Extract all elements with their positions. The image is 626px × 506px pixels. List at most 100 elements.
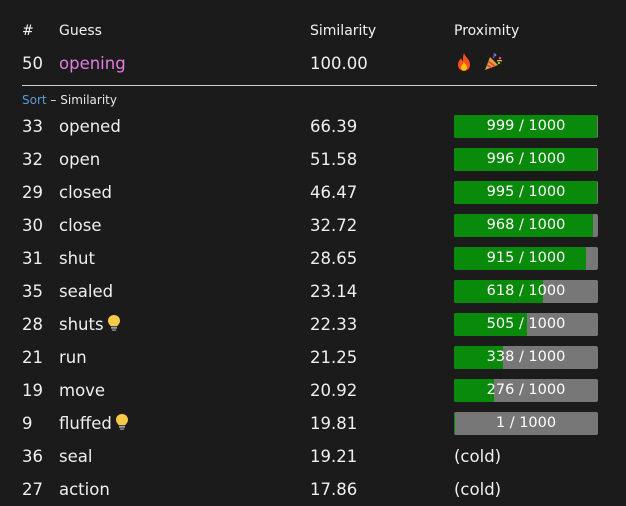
proximity-bar: 618 / 1000 [454,280,598,303]
latest-guess-row: 50 opening 100.00 [0,47,626,80]
proximity-bar: 1 / 1000 [454,412,598,435]
guess-word: open [59,150,100,169]
sort-line: Sort – Similarity [22,92,117,108]
guess-word: shut [59,249,95,268]
guess-word-cell: action [59,473,110,506]
result-icons [456,51,509,73]
guess-row: 31 shut 28.65 915 / 1000 [0,242,626,275]
header-similarity: Similarity [310,23,376,39]
guess-number: 21 [22,341,43,374]
proximity-bar: 338 / 1000 [454,346,598,369]
guess-word: sealed [59,282,113,301]
guess-similarity: 19.81 [310,407,357,440]
proximity-text: 1 / 1000 [454,412,598,435]
guess-word: shuts [59,315,104,334]
guess-number: 19 [22,374,43,407]
guess-number: 30 [22,209,43,242]
guess-word-cell: shut [59,242,95,275]
guess-word: opened [59,117,121,136]
guess-number: 27 [22,473,43,506]
guess-word: move [59,381,105,400]
proximity-bar: 276 / 1000 [454,379,598,402]
proximity-text: 996 / 1000 [454,148,598,171]
fire-icon [456,52,472,72]
guess-row: 30 close 32.72 968 / 1000 [0,209,626,242]
guess-number: 28 [22,308,43,341]
header-guess: Guess [59,23,102,39]
guess-word: closed [59,183,112,202]
guess-similarity: 20.92 [310,374,357,407]
header-proximity: Proximity [454,23,519,39]
proximity-bar: 996 / 1000 [454,148,598,171]
proximity-bar: 999 / 1000 [454,115,598,138]
proximity-cold: (cold) [454,473,501,506]
guess-similarity: 46.47 [310,176,357,209]
guess-number: 31 [22,242,43,275]
proximity-text: 276 / 1000 [454,379,598,402]
proximity-bar: 968 / 1000 [454,214,598,237]
guess-word: fluffed [59,414,112,433]
guess-row: 9 fluffed 19.81 1 / 1000 [0,407,626,440]
guess-row: 35 sealed 23.14 618 / 1000 [0,275,626,308]
sort-link[interactable]: Sort [22,93,47,107]
header-number: # [22,23,34,39]
guess-word: opening [59,47,126,80]
guess-word-cell: open [59,143,100,176]
guess-word: action [59,480,110,499]
guess-similarity: 28.65 [310,242,357,275]
guess-number: 33 [22,110,43,143]
sort-separator: – [47,93,61,107]
guess-similarity: 23.14 [310,275,357,308]
guess-number: 32 [22,143,43,176]
proximity-bar: 915 / 1000 [454,247,598,270]
guess-row: 33 opened 66.39 999 / 1000 [0,110,626,143]
guess-similarity: 32.72 [310,209,357,242]
guess-number: 35 [22,275,43,308]
guess-row: 19 move 20.92 276 / 1000 [0,374,626,407]
guess-row: 32 open 51.58 996 / 1000 [0,143,626,176]
proximity-text: 618 / 1000 [454,280,598,303]
guess-row: 21 run 21.25 338 / 1000 [0,341,626,374]
proximity-bar: 995 / 1000 [454,181,598,204]
proximity-text: 505 / 1000 [454,313,598,336]
guess-row: 28 shuts 22.33 505 / 1000 [0,308,626,341]
guess-word-cell: shuts [59,308,121,341]
guess-similarity: 51.58 [310,143,357,176]
guess-similarity: 21.25 [310,341,357,374]
guess-similarity: 66.39 [310,110,357,143]
guess-word-cell: move [59,374,105,407]
guess-word: run [59,348,87,367]
guess-similarity: 19.21 [310,440,357,473]
guess-row: 27 action 17.86 (cold) [0,473,626,506]
sort-label: Similarity [60,93,117,107]
guess-word-cell: run [59,341,87,374]
proximity-cold: (cold) [454,440,501,473]
guess-word-cell: fluffed [59,407,129,440]
guess-similarity: 17.86 [310,473,357,506]
guess-number: 50 [22,47,43,80]
proximity-text: 338 / 1000 [454,346,598,369]
guess-word-cell: opened [59,110,121,143]
guess-number: 36 [22,440,43,473]
proximity-text: 999 / 1000 [454,115,598,138]
guess-similarity: 22.33 [310,308,357,341]
guess-number: 9 [22,407,33,440]
guess-similarity: 100.00 [310,47,368,80]
lightbulb-icon [107,314,121,332]
proximity-text: 968 / 1000 [454,214,598,237]
guess-word-cell: seal [59,440,92,473]
guess-word: seal [59,447,92,466]
guess-word-cell: close [59,209,102,242]
proximity-bar: 505 / 1000 [454,313,598,336]
guess-word-cell: sealed [59,275,113,308]
guess-number: 29 [22,176,43,209]
proximity-text: 995 / 1000 [454,181,598,204]
guess-row: 29 closed 46.47 995 / 1000 [0,176,626,209]
lightbulb-icon [115,413,129,431]
proximity-text: 915 / 1000 [454,247,598,270]
guess-word-cell: closed [59,176,112,209]
divider [22,85,597,86]
party-popper-icon [483,52,503,72]
guess-word: close [59,216,102,235]
guess-row: 36 seal 19.21 (cold) [0,440,626,473]
